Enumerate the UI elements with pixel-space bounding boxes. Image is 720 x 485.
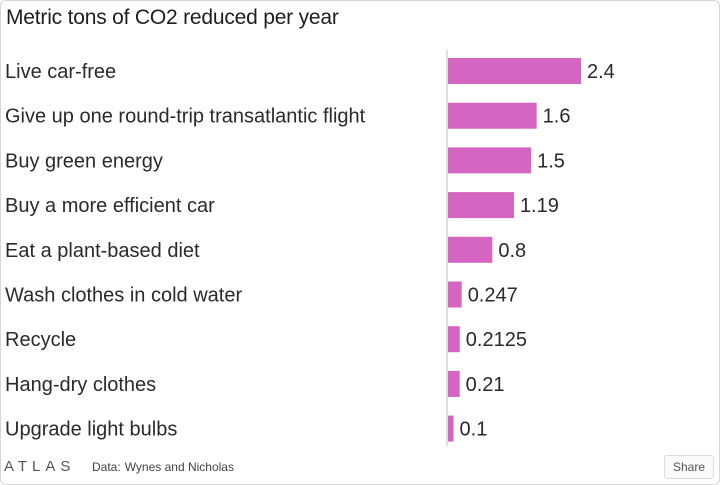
value-label: 0.8: [498, 240, 526, 262]
value-label: 0.247: [468, 285, 518, 307]
bar: [448, 192, 514, 219]
category-label: Hang-dry clothes: [5, 374, 156, 396]
value-label: 0.21: [466, 374, 505, 396]
bar-chart: Live car-free 2.4 Give up one round-trip t…: [5, 50, 615, 446]
source-prefix: Data:: [92, 460, 121, 474]
data-source: Data: Wynes and Nicholas: [92, 460, 234, 474]
value-label: 1.5: [537, 150, 565, 172]
chart-title: Metric tons of CO2 reduced per year: [6, 6, 339, 29]
bar: [448, 102, 537, 129]
category-label: Eat a plant-based diet: [5, 240, 200, 262]
chart-footer: ATLAS Data: Wynes and Nicholas Share: [0, 452, 720, 482]
category-label: Buy green energy: [5, 150, 163, 172]
bar: [448, 415, 454, 442]
value-label: 2.4: [587, 61, 615, 83]
bar: [448, 58, 581, 84]
share-button[interactable]: Share: [663, 455, 714, 479]
bar: [448, 326, 460, 353]
bar: [448, 281, 462, 308]
bar: [448, 147, 532, 174]
category-label: Give up one round-trip transatlantic fli…: [5, 106, 366, 128]
category-label: Live car-free: [5, 61, 116, 83]
category-label: Upgrade light bulbs: [5, 419, 177, 441]
bar: [448, 236, 493, 263]
value-label: 1.19: [520, 195, 559, 217]
bar: [448, 370, 460, 397]
source-name: Wynes and Nicholas: [124, 460, 234, 474]
value-label: 0.2125: [466, 329, 527, 351]
atlas-logo: ATLAS: [4, 458, 76, 475]
category-label: Wash clothes in cold water: [5, 285, 242, 307]
category-label: Buy a more efficient car: [5, 195, 215, 217]
bar-group: Live car-free 2.4 Give up one round-trip t…: [5, 58, 615, 442]
value-label: 0.1: [460, 419, 488, 441]
value-label: 1.6: [543, 106, 571, 128]
category-label: Recycle: [5, 329, 76, 351]
